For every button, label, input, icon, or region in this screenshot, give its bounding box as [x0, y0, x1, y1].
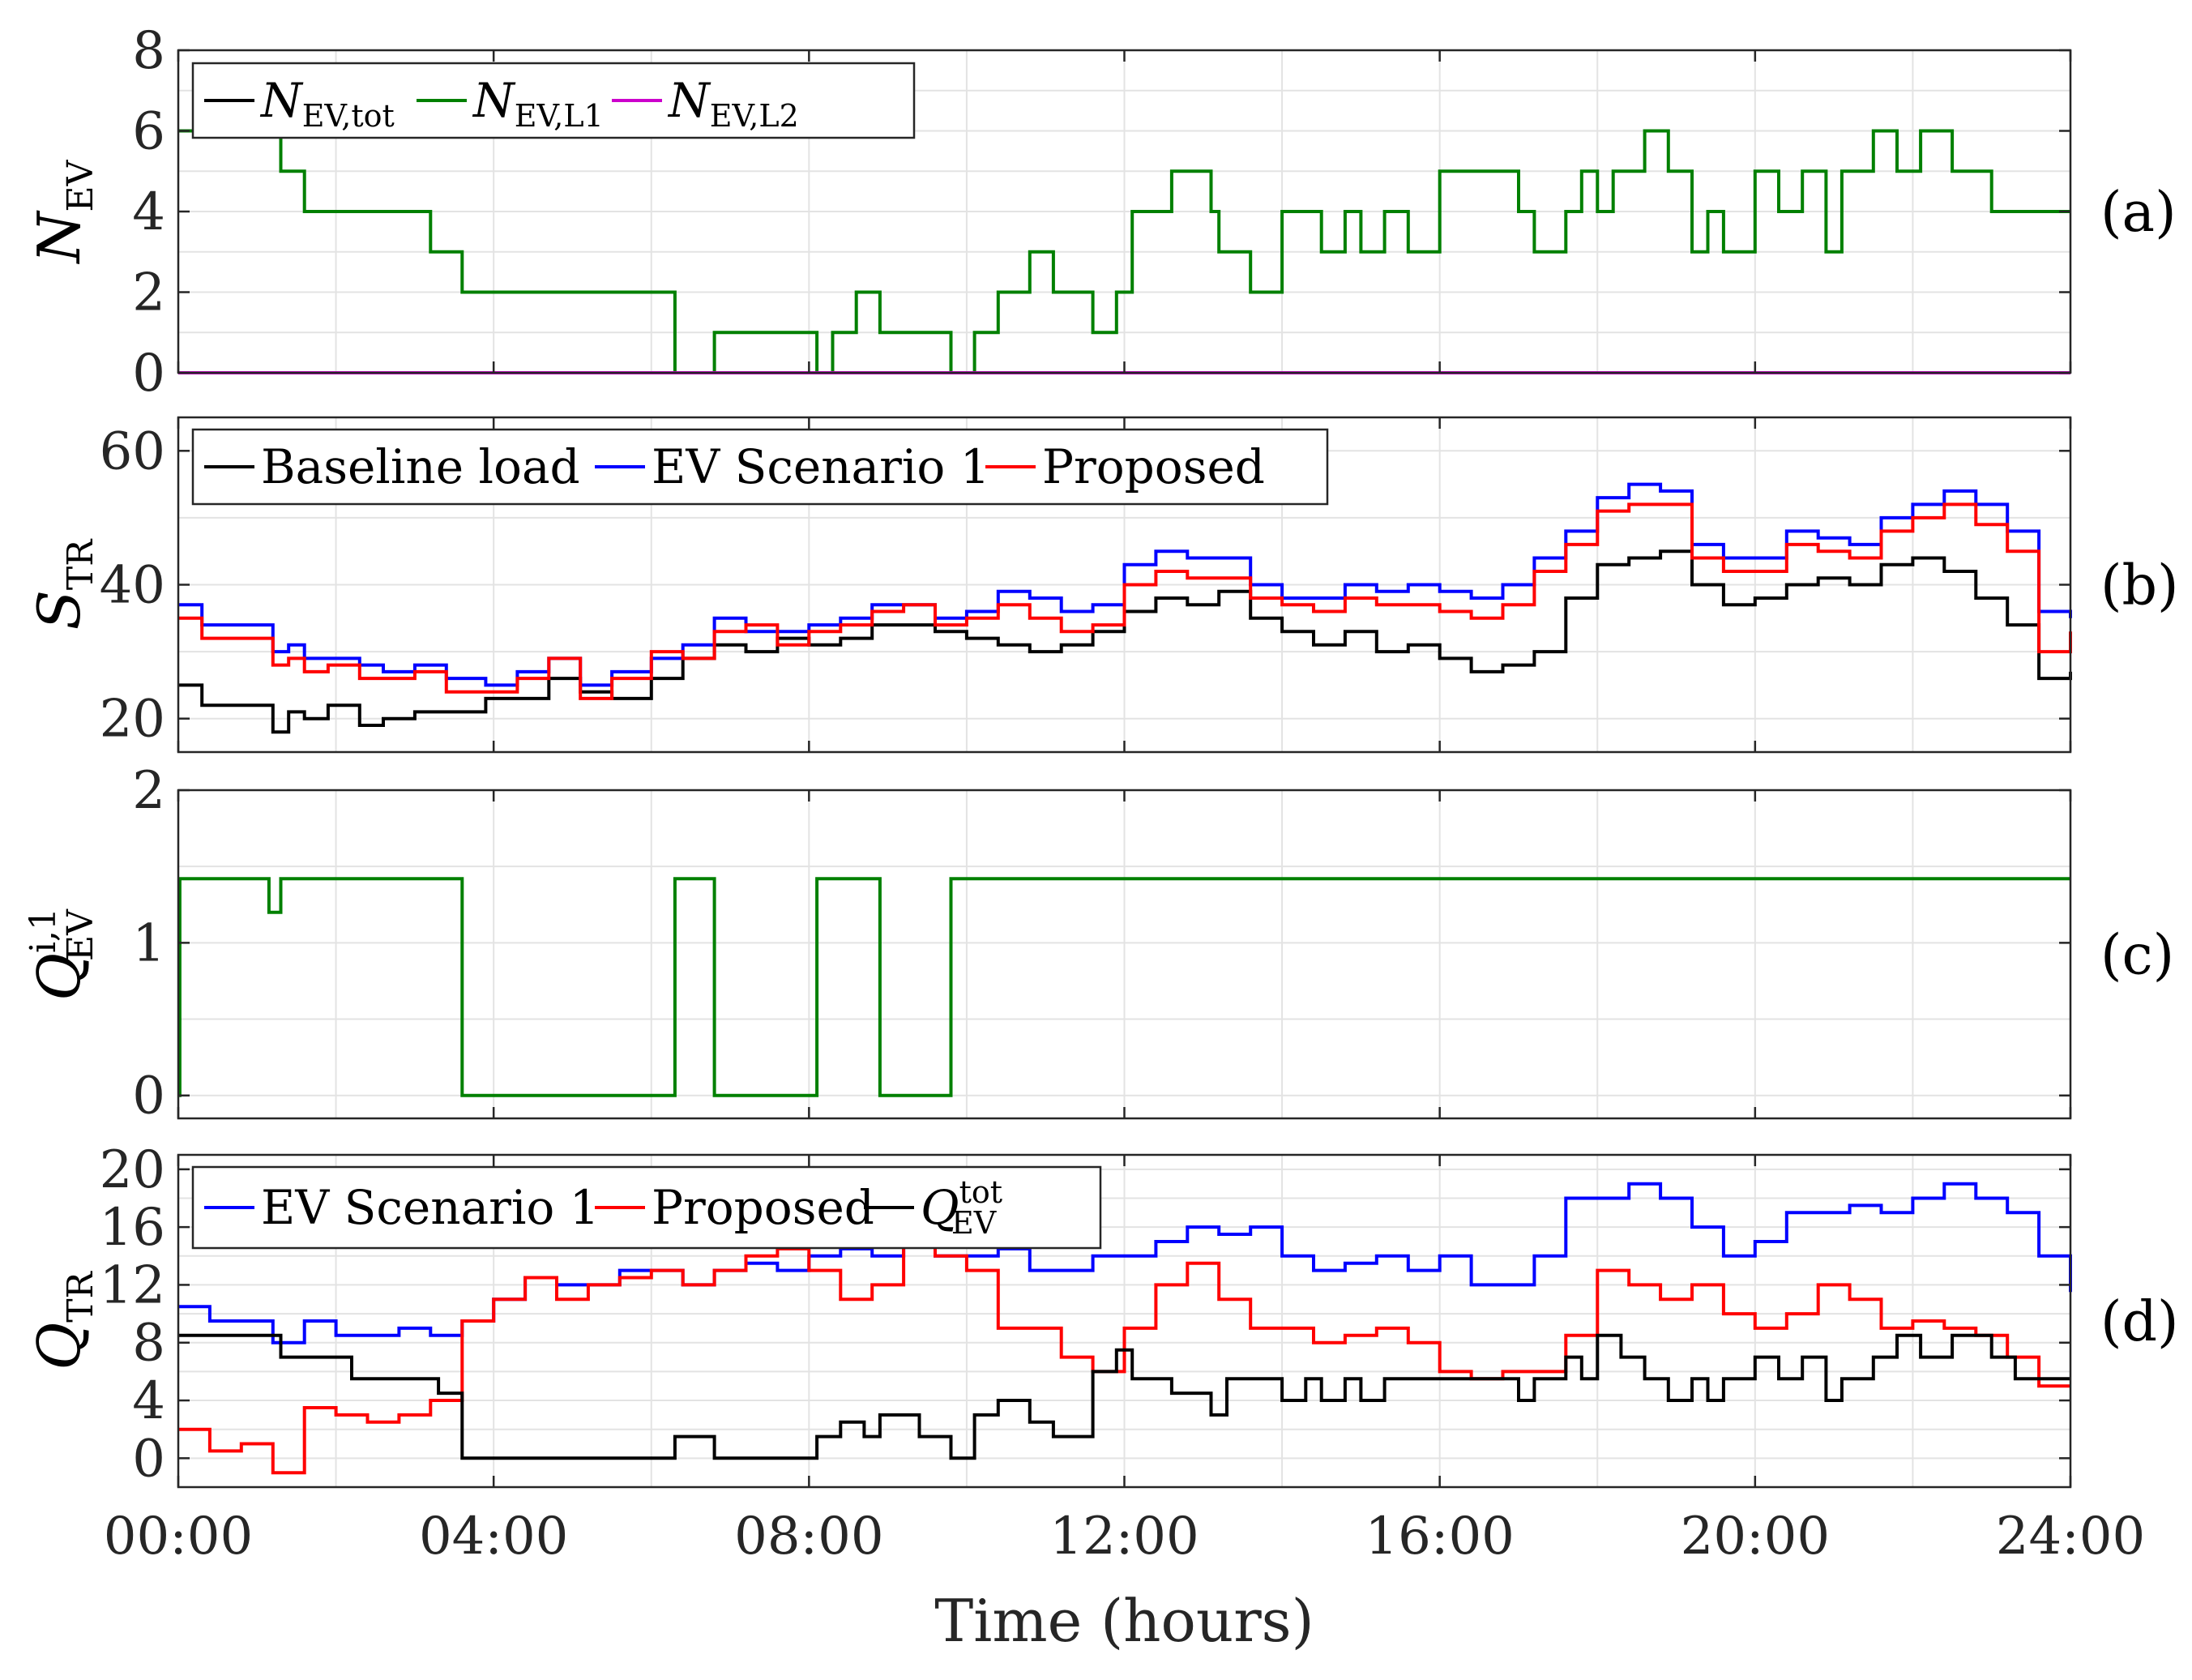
series-line-c-0 — [177, 877, 2070, 1097]
y-tick-label: 40 — [100, 556, 165, 616]
x-tick-label: 00:00 — [104, 1507, 253, 1567]
legend-label: EV Scenario 1 — [652, 439, 990, 494]
series-line-d-1 — [178, 1233, 2070, 1475]
y-tick-label: 6 — [132, 102, 165, 162]
panel-tag: (c) — [2100, 924, 2174, 988]
x-tick-label: 08:00 — [734, 1507, 883, 1567]
legend-label: NEV,L1 — [472, 73, 604, 134]
x-tick-label: 24:00 — [1996, 1507, 2145, 1567]
legend-box — [191, 428, 1329, 506]
series-line-a-1 — [178, 129, 2070, 374]
y-tick-label: 20 — [100, 1140, 165, 1200]
y-tick-label: 0 — [132, 1067, 165, 1126]
series-line-d-2 — [178, 1333, 2070, 1460]
x-tick-label: 12:00 — [1049, 1507, 1199, 1567]
legend-label: Qtot EV — [921, 1174, 1002, 1241]
y-tick-label: 60 — [100, 421, 165, 481]
y-axis-label: NEV — [25, 159, 101, 264]
legend: Baseline load EV Scenario 1 Proposed — [191, 428, 1329, 506]
y-axis-label: QTR — [25, 1270, 101, 1370]
y-tick-label: 8 — [132, 1314, 165, 1374]
y-tick-label: 12 — [100, 1255, 165, 1315]
legend: NEV,tot NEV,L1 NEV,L2 — [191, 62, 916, 139]
y-tick-label: 0 — [132, 1429, 165, 1489]
panel-tag: (b) — [2100, 554, 2179, 618]
y-tick-label: 20 — [100, 690, 165, 750]
legend-box — [191, 62, 916, 139]
y-tick-label: 2 — [132, 761, 165, 821]
legend-label: Baseline load — [261, 439, 580, 494]
x-tick-label: 16:00 — [1365, 1507, 1514, 1567]
y-tick-label: 8 — [132, 21, 165, 81]
legend-label: Proposed — [652, 1180, 874, 1235]
x-tick-label: 20:00 — [1681, 1507, 1830, 1567]
y-tick-label: 16 — [100, 1198, 165, 1258]
y-tick-label: 4 — [132, 1371, 165, 1431]
y-tick-label: 4 — [132, 182, 165, 242]
panel-c: 0 1 2 Qi,1EV (c) — [23, 761, 2174, 1126]
series-line-b-2 — [178, 502, 2072, 700]
panel-tag: (d) — [2100, 1290, 2179, 1354]
legend-label: NEV,L2 — [667, 73, 799, 134]
y-tick-label: 0 — [132, 344, 165, 404]
panel-tag: (a) — [2100, 181, 2177, 245]
y-tick-label: 2 — [132, 263, 165, 323]
series-line-b-0 — [178, 549, 2072, 734]
legend: EV Scenario 1 Proposed Qtot EV — [191, 1165, 1102, 1250]
legend-label: NEV,tot — [259, 73, 395, 134]
legend-label: EV Scenario 1 — [261, 1180, 600, 1235]
legend-label: Proposed — [1042, 439, 1265, 494]
y-tick-label: 1 — [132, 913, 165, 973]
x-tick-label: 04:00 — [419, 1507, 568, 1567]
legend-box — [191, 1165, 1102, 1250]
x-axis-label: Time (hours) — [934, 1587, 1314, 1655]
y-axis-label: STR — [25, 538, 101, 631]
panel-b: 20 40 60 STR (b) Baseline load EV Scenario 1 Pr… — [25, 416, 2179, 754]
panel-a: 0 2 4 6 8 NEV (a) NEV,tot NEV,L1 NEV,L2 — [25, 21, 2177, 404]
y-axis-label: Qi,1EV — [23, 908, 101, 1001]
